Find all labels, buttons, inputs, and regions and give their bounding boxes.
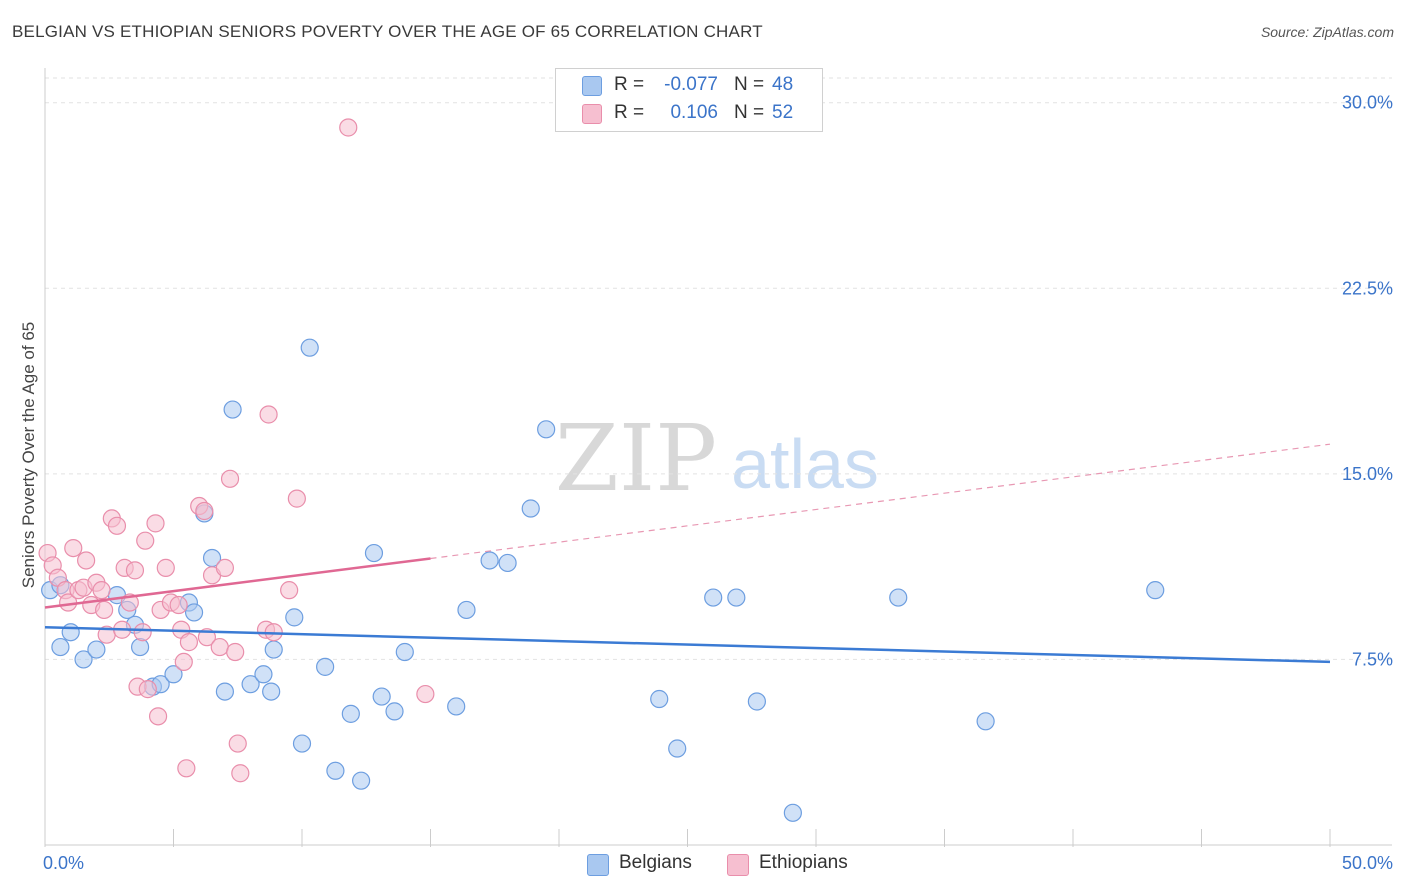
point-belgians xyxy=(184,603,204,622)
point-belgians xyxy=(316,657,335,676)
point-ethiopians xyxy=(125,561,145,580)
point-ethiopians xyxy=(148,707,168,726)
y-tick-label: 7.5% xyxy=(1352,649,1393,669)
point-belgians xyxy=(300,338,319,357)
point-ethiopians xyxy=(231,764,250,783)
point-belgians xyxy=(164,665,183,684)
legend-swatch-ethiopians xyxy=(727,854,749,876)
point-belgians xyxy=(1146,581,1165,600)
point-belgians xyxy=(61,623,80,642)
y-tick-label: 22.5% xyxy=(1342,278,1393,298)
point-belgians xyxy=(650,689,669,709)
point-ethiopians xyxy=(92,581,111,600)
point-ethiopians xyxy=(287,489,306,508)
correlation-legend: R = -0.077 N = 48 R = 0.106 N = 52 xyxy=(555,68,823,132)
point-ethiopians xyxy=(210,637,229,657)
watermark-atlas: atlas xyxy=(731,425,879,503)
point-ethiopians xyxy=(228,734,247,753)
legend-r-value: -0.077 xyxy=(664,74,718,95)
point-belgians xyxy=(341,704,360,723)
legend-n-value: 52 xyxy=(772,102,794,123)
legend-swatch-belgians xyxy=(587,854,609,876)
legend-n-label: N = xyxy=(734,102,765,123)
legend-label-belgians: Belgians xyxy=(619,852,692,873)
point-belgians xyxy=(352,771,371,790)
point-belgians xyxy=(537,420,556,439)
point-ethiopians xyxy=(226,642,245,662)
trendline-belgians xyxy=(44,626,1331,664)
point-ethiopians xyxy=(64,538,83,558)
point-belgians xyxy=(292,734,312,753)
point-ethiopians xyxy=(146,514,165,533)
x-tick-label: 0.0% xyxy=(43,853,84,873)
point-belgians xyxy=(51,637,70,657)
point-ethiopians xyxy=(416,684,435,704)
point-belgians xyxy=(326,761,345,780)
point-ethiopians xyxy=(220,469,240,488)
point-belgians xyxy=(241,675,260,694)
point-belgians xyxy=(521,499,540,518)
point-belgians xyxy=(480,551,499,570)
point-ethiopians xyxy=(107,516,127,535)
point-belgians xyxy=(264,640,283,659)
point-ethiopians xyxy=(215,558,234,577)
point-ethiopians xyxy=(138,680,157,699)
point-belgians xyxy=(130,637,150,657)
legend-r-label: R = xyxy=(614,102,645,123)
trendline-ethiopians xyxy=(44,557,431,609)
legend-label-ethiopians: Ethiopians xyxy=(759,852,848,873)
point-ethiopians xyxy=(179,633,199,652)
point-belgians xyxy=(889,588,908,607)
y-tick-label: 30.0% xyxy=(1342,93,1393,113)
point-belgians xyxy=(364,543,384,563)
point-belgians xyxy=(74,650,93,669)
legend-r-value: 0.106 xyxy=(670,102,718,123)
chart-source: Source: ZipAtlas.com xyxy=(1260,24,1394,40)
legend-n-label: N = xyxy=(734,74,765,95)
chart-title: BELGIAN VS ETHIOPIAN SENIORS POVERTY OVE… xyxy=(12,22,763,41)
point-ethiopians xyxy=(133,623,152,642)
point-ethiopians xyxy=(195,501,214,521)
point-belgians xyxy=(727,588,746,607)
point-belgians xyxy=(215,682,234,701)
point-ethiopians xyxy=(174,652,193,672)
point-belgians xyxy=(747,692,766,711)
legend-swatch-ethiopians xyxy=(582,104,602,124)
legend-r-label: R = xyxy=(614,74,645,95)
point-ethiopians xyxy=(177,759,196,778)
point-ethiopians xyxy=(95,600,114,620)
point-ethiopians xyxy=(280,581,299,600)
point-ethiopians xyxy=(77,551,96,570)
point-belgians xyxy=(223,400,242,419)
trendline-ethiopians-extension xyxy=(430,443,1331,560)
y-axis-label: Seniors Poverty Over the Age of 65 xyxy=(19,321,38,589)
point-belgians xyxy=(285,608,304,627)
legend-row-belgians: R = -0.077 N = 48 xyxy=(556,72,822,100)
point-ethiopians xyxy=(339,118,358,137)
point-belgians xyxy=(87,640,106,659)
point-ethiopians xyxy=(259,405,278,424)
point-ethiopians xyxy=(169,595,188,615)
point-belgians xyxy=(447,697,466,716)
point-belgians xyxy=(385,702,404,721)
point-belgians xyxy=(254,665,273,684)
point-belgians xyxy=(783,803,802,822)
point-ethiopians xyxy=(156,558,175,577)
point-belgians xyxy=(668,739,687,758)
x-tick-label: 50.0% xyxy=(1342,853,1393,873)
point-belgians xyxy=(262,682,281,701)
legend-row-ethiopians: R = 0.106 N = 52 xyxy=(556,100,822,128)
watermark-zip: ZIP xyxy=(555,405,717,512)
point-belgians xyxy=(457,600,476,620)
point-belgians xyxy=(976,712,995,731)
point-belgians xyxy=(704,588,723,607)
point-belgians xyxy=(372,687,391,706)
legend-swatch-belgians xyxy=(582,76,602,96)
point-belgians xyxy=(395,642,414,662)
point-belgians xyxy=(498,553,517,573)
point-ethiopians xyxy=(136,531,155,550)
legend-n-value: 48 xyxy=(772,74,794,95)
y-tick-label: 15.0% xyxy=(1342,464,1393,484)
